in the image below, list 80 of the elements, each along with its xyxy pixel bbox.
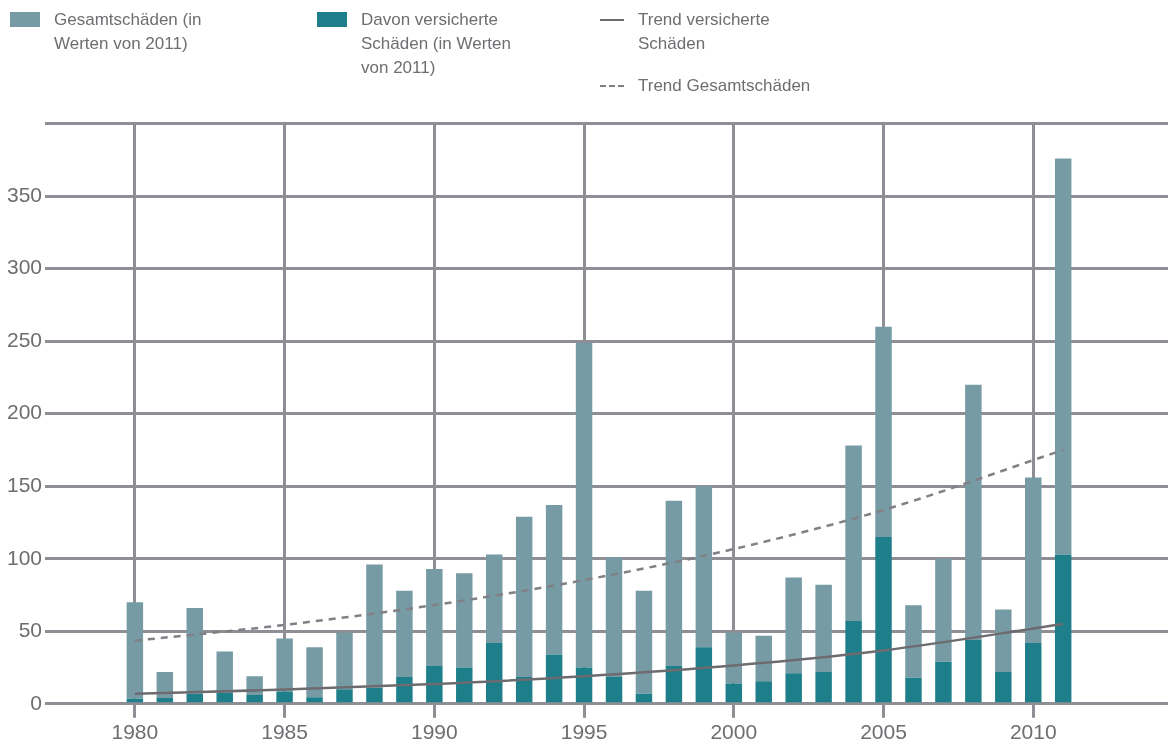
x-tick-label: 1980	[111, 720, 159, 744]
bar	[276, 691, 293, 703]
bar	[126, 602, 144, 699]
bar	[276, 638, 293, 692]
bar	[695, 486, 713, 648]
bar	[605, 676, 623, 703]
bar	[665, 500, 683, 667]
bar	[575, 342, 593, 668]
bar	[875, 326, 892, 537]
legend-label: Gesamtschäden (in Werten von 2011)	[54, 9, 203, 55]
bar	[755, 635, 772, 682]
legend-label: Trend versicherte Schäden	[638, 9, 771, 55]
bar	[306, 697, 323, 703]
bar	[875, 536, 892, 703]
bar	[485, 642, 503, 703]
bar	[995, 609, 1012, 672]
bar	[396, 676, 413, 703]
y-tick-label: 100	[6, 545, 43, 569]
y-tick-label: 300	[6, 255, 43, 279]
bar	[336, 689, 353, 703]
bar	[845, 445, 862, 622]
y-tick-label: 250	[6, 327, 43, 351]
bar	[515, 516, 533, 677]
bar	[366, 564, 383, 688]
bar	[635, 693, 653, 703]
x-tick-label: 2010	[1009, 720, 1057, 744]
bar	[216, 692, 233, 703]
line-series	[133, 622, 1065, 695]
y-tick-label: 150	[6, 473, 43, 497]
bar	[186, 608, 203, 694]
bar	[456, 667, 473, 703]
bar	[396, 590, 413, 677]
bar	[845, 621, 862, 703]
bar	[785, 673, 802, 703]
bar	[246, 695, 263, 703]
bar	[366, 687, 383, 703]
x-tick-label: 2000	[710, 720, 758, 744]
bar	[965, 384, 982, 640]
bar	[725, 683, 743, 703]
bar	[306, 647, 323, 698]
bar	[905, 605, 922, 678]
bar	[635, 590, 653, 694]
bar	[1025, 642, 1042, 703]
bar	[156, 698, 174, 703]
bar	[336, 632, 353, 690]
bar	[456, 573, 473, 668]
y-tick-label: 50	[18, 618, 43, 642]
x-tick-label: 1990	[410, 720, 458, 744]
bar	[785, 577, 802, 674]
x-tick-label: 2005	[860, 720, 907, 744]
bar	[935, 661, 952, 703]
bar	[965, 639, 982, 703]
y-tick-label: 200	[6, 400, 43, 424]
bar	[1054, 158, 1072, 555]
legend-label: Trend Gesamtschäden	[638, 75, 811, 97]
bar	[725, 632, 743, 684]
bar	[426, 666, 443, 703]
bar	[1025, 477, 1042, 643]
bar	[695, 647, 713, 703]
bar	[545, 505, 563, 655]
y-tick-label: 350	[6, 182, 43, 206]
bar	[755, 681, 772, 703]
bar	[545, 654, 563, 703]
bar	[815, 671, 832, 703]
bar	[1054, 554, 1072, 703]
bar	[186, 693, 203, 703]
bar	[426, 568, 443, 667]
bar	[935, 558, 952, 662]
line-series	[133, 448, 1065, 642]
y-tick-label: 0	[30, 690, 43, 714]
x-tick-label: 1995	[560, 720, 608, 744]
bar	[815, 584, 832, 672]
bar	[995, 671, 1012, 703]
legend-label: Davon versicherte Schäden (in Werten von 2011)	[361, 9, 512, 79]
bar	[216, 651, 233, 693]
bar	[905, 677, 922, 703]
bar	[605, 557, 623, 677]
bar	[485, 554, 503, 643]
bar	[665, 666, 683, 703]
x-tick-label: 1985	[261, 720, 308, 744]
